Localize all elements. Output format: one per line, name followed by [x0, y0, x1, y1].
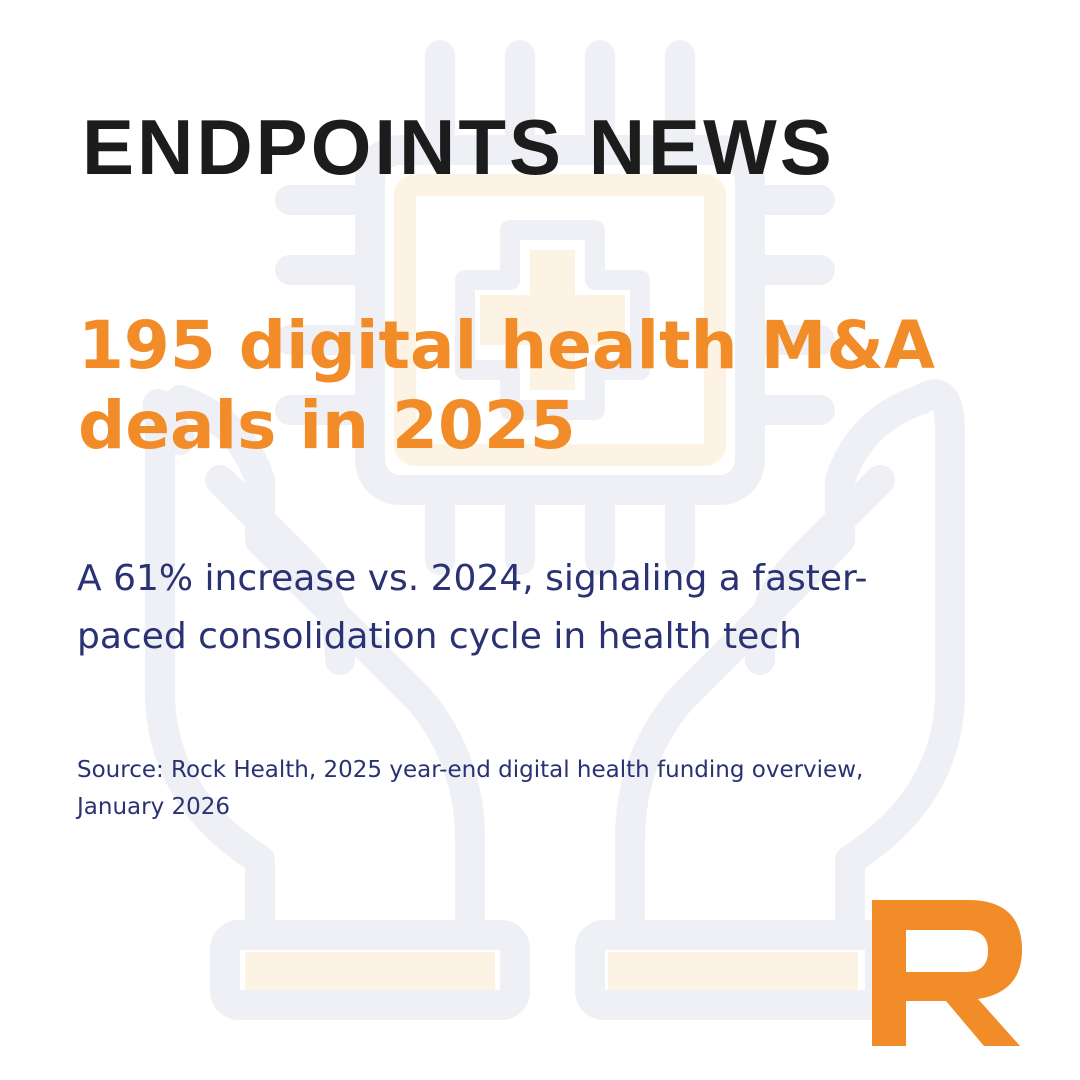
subheadline: A 61% increase vs. 2024, signaling a fas…	[77, 558, 868, 657]
headline: 195 digital health M&A deals in 2025	[78, 307, 935, 464]
brand-logo-text: ENDPOINTS NEWS	[82, 103, 835, 191]
source-note: Source: Rock Health, 2025 year-end digit…	[77, 757, 864, 820]
r-logo-icon	[872, 900, 1022, 1046]
